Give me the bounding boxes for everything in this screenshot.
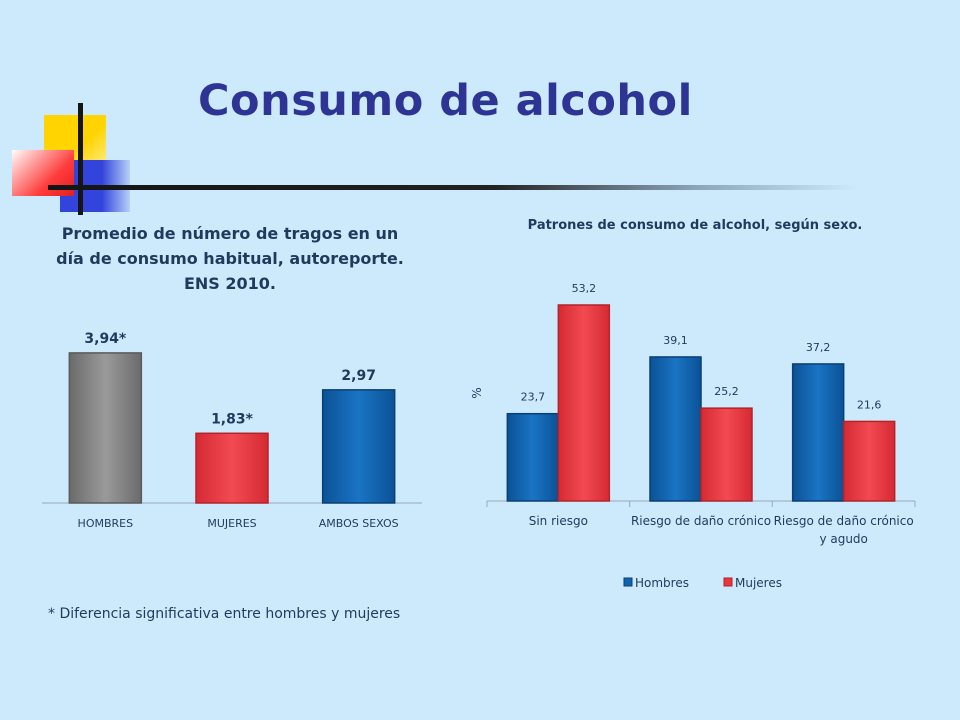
left-chart-title: Promedio de número de tragos en un día d…: [56, 224, 404, 293]
right-bar-mujeres-2: [700, 407, 753, 502]
right-bar-mujeres-3: [842, 420, 896, 502]
legend-swatch-mujeres: [723, 577, 733, 587]
right-bar-value-label: 21,6: [857, 398, 882, 411]
decor-vertical-line: [78, 103, 83, 215]
legend-label-hombres: Hombres: [635, 576, 689, 590]
left-category-label: HOMBRES: [78, 517, 134, 530]
right-category-label: Sin riesgo: [529, 514, 588, 528]
right-category-label: y agudo: [819, 532, 867, 546]
left-category-label: AMBOS SEXOS: [319, 517, 399, 530]
left-bar-3: [321, 389, 396, 504]
right-bar-value-label: 53,2: [572, 282, 597, 295]
footnote: * Diferencia significativa entre hombres…: [48, 606, 401, 622]
right-bar-value-label: 37,2: [806, 341, 831, 354]
right-bar-value-label: 39,1: [663, 334, 688, 347]
left-category-label: MUJERES: [207, 517, 256, 530]
right-bar-value-label: 23,7: [521, 391, 546, 404]
right-chart-title: Patrones de consumo de alcohol, según se…: [527, 218, 863, 233]
right-bar-value-label: 25,2: [714, 385, 739, 398]
right-bar-hombres-2: [649, 356, 702, 502]
legend-label-mujeres: Mujeres: [735, 576, 782, 590]
left-bar-value-label: 3,94*: [84, 331, 127, 347]
legend-swatch-hombres: [623, 577, 633, 587]
right-category-label: Riesgo de daño crónico: [774, 514, 914, 528]
right-bar-hombres-1: [506, 412, 560, 502]
right-bar-mujeres-1: [557, 304, 611, 502]
right-category-label: Riesgo de daño crónico: [631, 514, 771, 528]
left-bar-1: [68, 352, 143, 504]
left-bar-value-label: 2,97: [341, 368, 376, 384]
page-title: Consumo de alcohol: [198, 76, 693, 126]
decor-horizontal-line: [48, 185, 858, 190]
left-bar-2: [195, 432, 269, 504]
left-bar-value-label: 1,83*: [211, 411, 254, 427]
right-y-axis-label: %: [470, 387, 484, 398]
right-bar-hombres-3: [791, 363, 845, 502]
